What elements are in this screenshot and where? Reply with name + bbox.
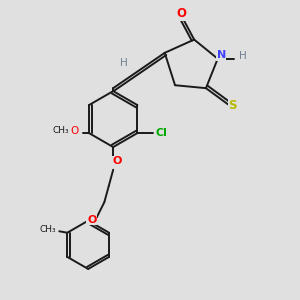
Text: S: S (228, 99, 237, 112)
Text: H: H (239, 51, 247, 62)
Text: CH₃: CH₃ (53, 126, 69, 135)
Text: O: O (113, 157, 122, 166)
Text: N: N (217, 50, 226, 60)
Text: CH₃: CH₃ (39, 225, 56, 234)
Text: O: O (176, 8, 186, 20)
Text: O: O (70, 126, 78, 136)
Text: Cl: Cl (156, 128, 167, 138)
Text: H: H (120, 58, 128, 68)
Text: O: O (87, 215, 96, 225)
